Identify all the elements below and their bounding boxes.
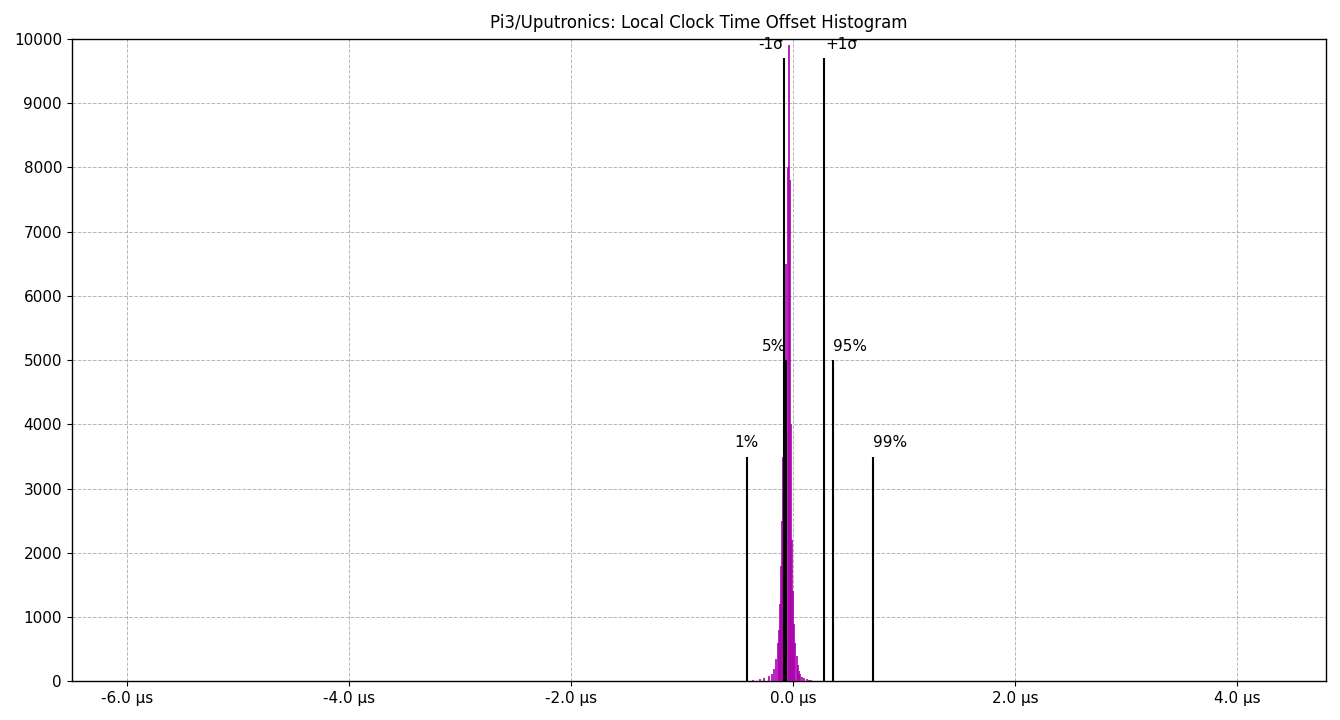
Text: 99%: 99% — [874, 435, 907, 450]
Text: 95%: 95% — [833, 339, 867, 354]
Text: +1σ: +1σ — [825, 37, 858, 52]
Text: 1%: 1% — [734, 435, 758, 450]
Text: -1σ: -1σ — [758, 37, 784, 52]
Text: 5%: 5% — [762, 339, 787, 354]
Title: Pi3/Uputronics: Local Clock Time Offset Histogram: Pi3/Uputronics: Local Clock Time Offset … — [490, 14, 907, 32]
